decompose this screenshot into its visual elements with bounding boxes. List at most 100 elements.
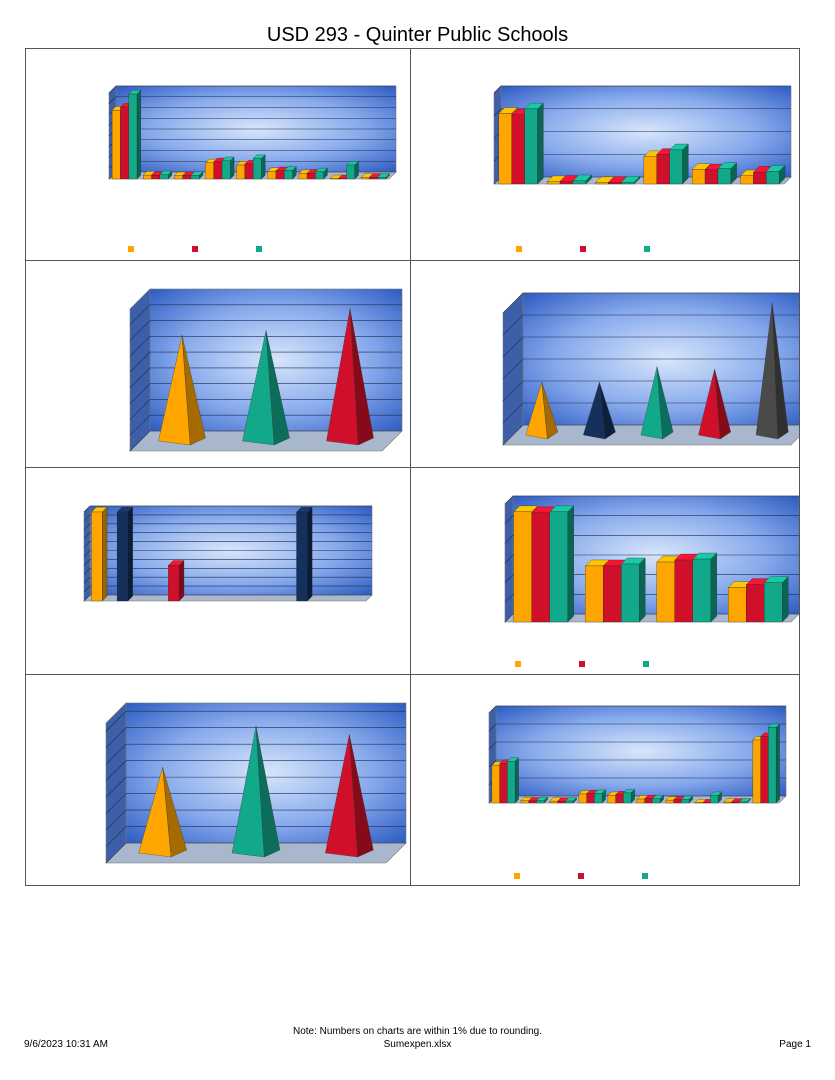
bar [731, 801, 740, 804]
bar [524, 108, 538, 185]
gridline [129, 399, 402, 420]
bar-side [102, 506, 108, 602]
legend-swatch [192, 246, 198, 252]
legend-swatch [578, 873, 584, 879]
pyramid-side [349, 734, 374, 858]
bar [636, 798, 645, 804]
gridline [105, 710, 406, 732]
pyramid-side [162, 767, 187, 858]
bar [740, 175, 754, 185]
bar [764, 582, 783, 623]
gridline [105, 809, 406, 831]
bar [665, 799, 674, 804]
bar [275, 170, 285, 180]
gridline [129, 414, 402, 436]
pyramid-side [599, 382, 616, 440]
bar-side [127, 506, 133, 602]
gridline [105, 793, 406, 814]
bar [296, 511, 308, 602]
pyramid-side [772, 302, 789, 440]
gridline [83, 576, 372, 584]
gridline [502, 292, 799, 314]
gridline [129, 336, 402, 357]
gridline [129, 351, 402, 373]
legend-swatch [580, 246, 586, 252]
bar [360, 177, 370, 180]
legend-swatch [642, 873, 648, 879]
bar [656, 154, 670, 185]
bar [674, 559, 693, 623]
bar-side [567, 505, 574, 623]
bar [572, 180, 586, 185]
gridline [83, 568, 372, 575]
bar [91, 511, 103, 602]
bar [520, 800, 529, 804]
bar [536, 800, 545, 804]
pyramid-side [714, 368, 731, 440]
bar [585, 565, 604, 623]
bar [608, 182, 622, 185]
bar [673, 799, 682, 804]
page-title: USD 293 - Quinter Public Schools [266, 24, 569, 46]
bar [578, 793, 587, 804]
bar [643, 156, 657, 185]
chart-panel-mill-rates [26, 468, 410, 674]
bar-side [537, 102, 544, 185]
bar [603, 565, 622, 623]
plot-side-wall [129, 288, 151, 452]
grid-divider [26, 260, 799, 261]
bar [528, 800, 537, 804]
bar [369, 177, 378, 180]
bar [513, 511, 532, 623]
gridline [105, 760, 406, 781]
bar [128, 93, 138, 180]
gridline [129, 383, 402, 404]
bar-side [307, 506, 313, 602]
bar [182, 175, 192, 180]
bar [507, 761, 516, 804]
bar [168, 565, 180, 602]
gridline [502, 336, 799, 358]
bar-side [178, 560, 185, 602]
bar [739, 801, 748, 804]
gridline [83, 541, 372, 548]
gridline [129, 367, 402, 389]
bar [221, 160, 231, 180]
gridline [488, 741, 786, 750]
pyramid-side [181, 335, 206, 446]
pyramid-side [656, 366, 674, 440]
bar [205, 162, 214, 180]
bar [692, 558, 711, 623]
legend-swatch [516, 246, 522, 252]
bar [704, 169, 719, 185]
plot-back-wall [495, 705, 787, 797]
bar-side [639, 557, 646, 623]
gridline [105, 743, 406, 765]
gridline [105, 776, 406, 798]
footer-note: Note: Numbers on charts are within 1% du… [292, 1026, 543, 1037]
gridline [83, 523, 372, 531]
bar [549, 511, 568, 623]
gridline [129, 304, 402, 325]
bar [213, 161, 223, 180]
gridline [488, 723, 786, 732]
instruction-expenditures-chart [129, 288, 403, 452]
bar-side [710, 552, 717, 623]
bar [549, 801, 558, 804]
bar [547, 181, 561, 185]
bar [586, 793, 595, 804]
chart-grid [25, 48, 800, 886]
bar [595, 182, 609, 185]
bar [710, 795, 719, 804]
bar [531, 512, 550, 623]
gridline [105, 842, 406, 864]
gridline [129, 430, 402, 452]
gridline [493, 108, 791, 116]
bar [315, 171, 324, 180]
bar [565, 800, 574, 804]
legend-swatch [128, 246, 134, 252]
bar [621, 563, 640, 623]
bar [284, 170, 293, 180]
gridline [105, 826, 406, 847]
bar [491, 765, 500, 804]
